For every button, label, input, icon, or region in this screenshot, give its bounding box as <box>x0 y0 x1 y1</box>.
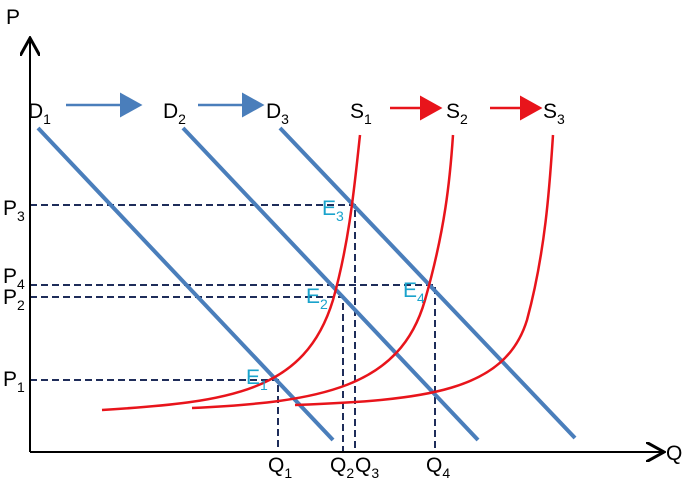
label-subscript: 2 <box>178 111 186 127</box>
equilibria-label: E4 <box>403 279 425 306</box>
equilibria-label: E1 <box>246 366 268 393</box>
demand-label: D2 <box>163 100 186 127</box>
label-letter: E <box>403 279 417 302</box>
label-subscript: 2 <box>320 296 328 312</box>
demand-curves <box>36 126 577 442</box>
label-letter: E <box>306 285 320 308</box>
supply-label: S1 <box>350 100 372 127</box>
label-subscript: 3 <box>281 111 289 127</box>
equilibria-label: E2 <box>306 285 328 312</box>
x-axis-label: Q <box>666 442 682 465</box>
label-letter: P <box>3 197 17 220</box>
label-letter: S <box>543 100 557 123</box>
supply-label: S2 <box>446 100 468 127</box>
label-subscript: 1 <box>284 465 292 481</box>
label-subscript: 1 <box>364 111 372 127</box>
label-letter: Q <box>355 454 371 477</box>
label-subscript: 3 <box>17 208 25 224</box>
label-subscript: 2 <box>460 111 468 127</box>
label-subscript: 4 <box>417 290 425 306</box>
label-subscript: 4 <box>442 465 450 481</box>
supply-curves <box>101 134 555 412</box>
label-letter: S <box>350 100 364 123</box>
label-letter: D <box>266 100 281 123</box>
label-letter: Q <box>268 454 284 477</box>
prices-label: P4 <box>3 265 25 292</box>
quantities-label: Q2 <box>330 454 354 481</box>
supply-label: S3 <box>543 100 565 127</box>
quantities-label: Q1 <box>268 454 292 481</box>
label-subscript: 1 <box>17 379 25 395</box>
label-letter: P <box>3 368 17 391</box>
quantities-label: Q4 <box>426 454 450 481</box>
equilibria-label: E3 <box>322 197 344 224</box>
prices-label: P1 <box>3 368 25 395</box>
label-letter: E <box>246 366 260 389</box>
label-letter: Q <box>330 454 346 477</box>
prices-label: P2 <box>3 286 25 313</box>
shift-arrows <box>66 92 543 121</box>
label-subscript: 1 <box>43 111 51 127</box>
label-subscript: 2 <box>346 465 354 481</box>
quantities-label: Q3 <box>355 454 379 481</box>
label-letter: P <box>3 265 17 288</box>
label-letter: Q <box>426 454 442 477</box>
label-letter: E <box>322 197 336 220</box>
label-subscript: 1 <box>260 377 268 393</box>
label-subscript: 2 <box>17 297 25 313</box>
prices-label: P3 <box>3 197 25 224</box>
label-subscript: 4 <box>17 276 25 292</box>
label-letter: D <box>163 100 178 123</box>
label-subscript: 3 <box>371 465 379 481</box>
axes <box>30 40 662 452</box>
label-letter: P <box>3 286 17 309</box>
label-subscript: 3 <box>336 208 344 224</box>
y-axis-label: P <box>6 6 20 29</box>
label-subscript: 3 <box>557 111 565 127</box>
label-letter: D <box>28 100 43 123</box>
demand-label: D1 <box>28 100 51 127</box>
label-letter: S <box>446 100 460 123</box>
demand-label: D3 <box>266 100 289 127</box>
